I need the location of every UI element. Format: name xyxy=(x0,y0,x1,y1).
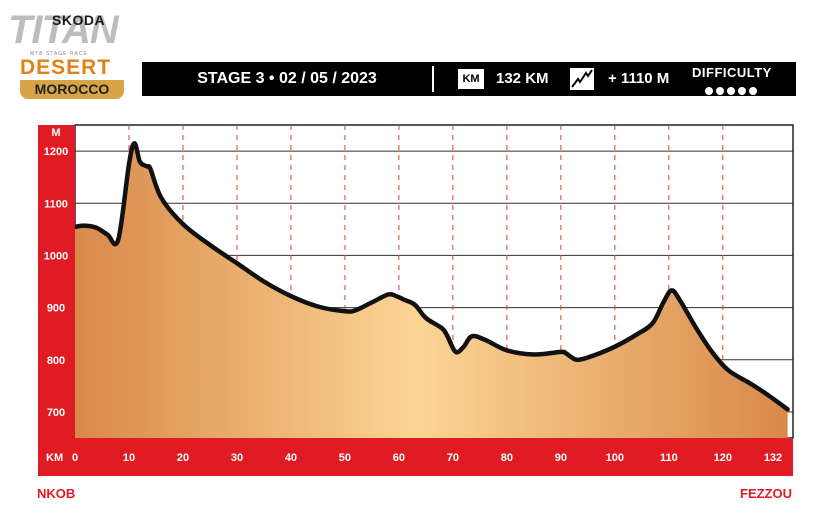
logo-titan-text: TITAN xyxy=(8,8,119,52)
stage-title: STAGE 3 • 02 / 05 / 2023 xyxy=(197,70,377,87)
stage-distance: 132 KM xyxy=(496,70,549,87)
x-tick-label: 100 xyxy=(606,452,624,464)
header-divider xyxy=(432,66,434,92)
finish-location: FEZZOU xyxy=(740,486,792,501)
x-tick-label: 60 xyxy=(393,452,405,464)
x-tick-label: 0 xyxy=(72,452,78,464)
elevation-area xyxy=(75,143,788,439)
x-tick-label: 70 xyxy=(447,452,459,464)
x-tick-label: 110 xyxy=(660,452,678,464)
y-tick-label: 1100 xyxy=(44,198,68,210)
x-axis-band xyxy=(38,438,793,476)
stage-info-bar: STAGE 3 • 02 / 05 / 2023 KM 132 KM + 111… xyxy=(142,62,796,96)
x-axis-label: KM xyxy=(46,452,63,464)
x-tick-label: 90 xyxy=(555,452,567,464)
difficulty-label: DIFFICULTY xyxy=(692,65,772,80)
x-tick-label: 132 xyxy=(764,452,782,464)
x-tick-label: 40 xyxy=(285,452,297,464)
difficulty-dot xyxy=(716,87,724,95)
elevation-profile-line xyxy=(72,141,790,412)
km-badge: KM xyxy=(458,69,484,89)
x-tick-label: 120 xyxy=(714,452,732,464)
logo-desert-text: DESERT xyxy=(20,56,112,79)
elevation-gain: + 1110 M xyxy=(608,70,670,87)
y-axis-band xyxy=(38,125,75,443)
y-tick-label: 1200 xyxy=(44,146,68,158)
difficulty-dot xyxy=(738,87,746,95)
elevation-gain-icon xyxy=(570,68,594,90)
x-tick-label: 50 xyxy=(339,452,351,464)
difficulty-dot xyxy=(749,87,757,95)
difficulty-dot xyxy=(727,87,735,95)
logo-region-badge: MOROCCO xyxy=(20,80,124,99)
x-tick-label: 20 xyxy=(177,452,189,464)
difficulty-rating xyxy=(705,82,760,100)
y-axis-label: M xyxy=(51,127,60,139)
titan-desert-logo: TITAN SKODA MTB STAGE RACE DESERT MOROCC… xyxy=(8,8,124,100)
difficulty-dot xyxy=(705,87,713,95)
y-tick-label: 800 xyxy=(47,355,65,367)
y-tick-label: 900 xyxy=(47,303,65,315)
logo-tagline: MTB STAGE RACE xyxy=(30,51,88,57)
start-location: NKOB xyxy=(37,486,76,501)
y-tick-label: 1000 xyxy=(44,250,68,262)
x-tick-label: 30 xyxy=(231,452,243,464)
y-tick-label: 700 xyxy=(47,407,65,419)
x-tick-label: 80 xyxy=(501,452,513,464)
x-tick-label: 10 xyxy=(123,452,135,464)
logo-brand-text: SKODA xyxy=(52,12,106,28)
